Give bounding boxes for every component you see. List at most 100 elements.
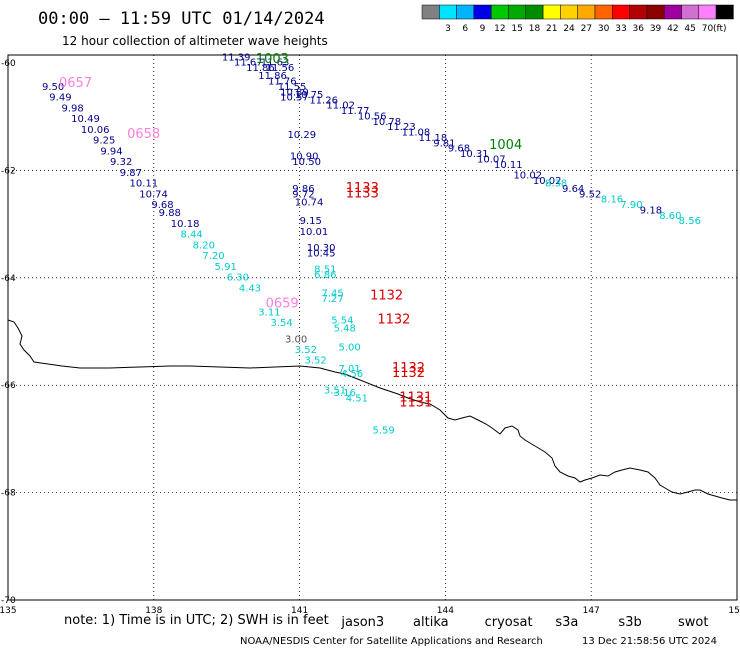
wave-height-value: 4.56 (341, 369, 363, 380)
pass-label: 1132 (370, 288, 403, 303)
legend-label: 18 (529, 24, 541, 34)
pass-label: 1132 (377, 312, 410, 327)
wave-height-value: 3.11 (258, 307, 280, 318)
wave-height-value: 9.94 (100, 146, 122, 157)
wave-height-value: 3.52 (304, 356, 326, 367)
pass-label: 1133 (346, 181, 379, 196)
wave-height-value: 10.31 (460, 149, 489, 160)
wave-height-value: 9.68 (151, 200, 173, 211)
wave-height-value: 11.77 (341, 106, 370, 117)
pass-label: 1133 (346, 186, 379, 201)
legend-label: 12 (494, 24, 505, 34)
wave-height-value: 8.38 (545, 179, 567, 190)
wave-height-value: 8.44 (181, 230, 203, 241)
legend-swatch (439, 4, 457, 20)
wave-height-value: 11.86 (258, 71, 287, 82)
legend-swatch (646, 4, 665, 20)
wave-height-value: 10.49 (71, 114, 100, 125)
page-title: 00:00 – 11:59 UTC 01/14/2024 (38, 9, 325, 29)
legend-swatch (490, 4, 509, 20)
lat-tick-label: -60 (1, 59, 16, 69)
lon-tick-label: 138 (145, 606, 162, 616)
pass-label: 0657 (59, 76, 92, 91)
lon-tick-label: 141 (291, 606, 308, 616)
pass-label: 1004 (489, 138, 522, 153)
footer-note: note: 1) Time is in UTC; 2) SWH is in fe… (64, 613, 329, 628)
legend-swatch (525, 4, 544, 20)
lon-tick-label: 144 (437, 606, 454, 616)
legend-swatch (698, 4, 717, 20)
wave-height-value: 3.52 (295, 345, 317, 356)
legend-label: 33 (615, 24, 626, 34)
wave-height-value: 10.11 (494, 160, 523, 171)
satellite-label: jason3 (340, 615, 384, 630)
legend-unit: (ft) (713, 24, 727, 34)
wave-height-value: 10.02 (533, 176, 562, 187)
wave-height-value: 10.18 (171, 219, 200, 230)
legend-swatch (577, 4, 596, 20)
coastline (7, 319, 737, 501)
wave-height-value: 9.86 (292, 184, 314, 195)
footer-timestamp: 13 Dec 21:58:56 UTC 2024 (582, 636, 717, 647)
legend-label: 27 (581, 24, 592, 34)
legend-label: 6 (462, 24, 468, 34)
wave-height-value: 11.55 (278, 82, 307, 93)
satellite-label: altika (413, 615, 449, 630)
wave-height-value: 9.87 (120, 168, 142, 179)
wave-height-value: 11.67 (234, 58, 263, 69)
wave-height-value: 7.90 (620, 200, 642, 211)
legend-label: 45 (684, 24, 695, 34)
legend-swatch (473, 4, 492, 20)
legend-label: 9 (480, 24, 486, 34)
legend-swatch (663, 4, 682, 20)
wave-height-value: 11.26 (309, 95, 338, 106)
wave-height-value: 5.54 (331, 315, 353, 326)
pass-label: 1132 (392, 361, 425, 376)
lat-lon-grid (8, 55, 737, 600)
wave-height-value: 6.86 (314, 270, 336, 281)
lon-tick-label: 147 (583, 606, 600, 616)
pass-labels: 0657065806591003100411331133113211321132… (59, 52, 522, 411)
pass-label: 0659 (266, 296, 299, 311)
wave-height-value: 8.16 (601, 195, 623, 206)
wave-height-value: 7.45 (321, 289, 343, 300)
wave-height-value: 9.49 (49, 93, 71, 104)
lon-tick-label: 150 (728, 606, 740, 616)
wave-height-value: 9.72 (292, 189, 314, 200)
wave-height-value: 7.01 (338, 364, 360, 375)
wave-height-value: 10.89 (280, 87, 309, 98)
wave-height-value: 8.51 (314, 264, 336, 275)
legend-swatch (560, 4, 578, 20)
legend-swatch (629, 4, 648, 20)
pass-label: 1003 (256, 52, 289, 67)
wave-height-value: 8.60 (659, 211, 681, 222)
wave-height-value: 10.74 (139, 189, 168, 200)
wave-height-value: 10.78 (373, 117, 402, 128)
legend-swatch (421, 4, 440, 20)
wave-height-value: 11.86 (246, 63, 275, 74)
wave-height-value: 11.08 (402, 128, 431, 139)
wave-height-value: 9.32 (110, 157, 132, 168)
wave-height-value: 8.56 (679, 216, 701, 227)
wave-height-value: 9.68 (448, 144, 470, 155)
satellite-label: s3b (618, 615, 641, 630)
wave-height-value: 5.91 (215, 262, 237, 273)
axis-ticks: 135 138 141 144 147 150 -60 -62 -64 -66 -68 -70 (0, 59, 740, 616)
wave-height-value: 8.20 (193, 240, 215, 251)
legend-swatch (456, 4, 475, 20)
legend-label: 70 (702, 24, 714, 34)
wave-height-value: 10.50 (292, 157, 321, 168)
legend-swatch (715, 4, 734, 20)
wave-height-value: 10.74 (295, 197, 324, 208)
color-legend: 3 6 9 12 15 18 21 24 27 30 33 36 39 42 45 70 (421, 4, 734, 34)
wave-height-value: 10.06 (81, 125, 110, 136)
wave-height-value: 11.02 (326, 101, 355, 112)
map-frame (7, 54, 738, 601)
pass-label: 1132 (392, 366, 425, 381)
wave-height-value: 11.63 (261, 58, 290, 69)
legend-swatch (508, 4, 527, 20)
lat-tick-label: -68 (1, 489, 16, 499)
wave-height-value: 10.57 (280, 93, 309, 104)
lat-tick-label: -64 (1, 274, 16, 284)
